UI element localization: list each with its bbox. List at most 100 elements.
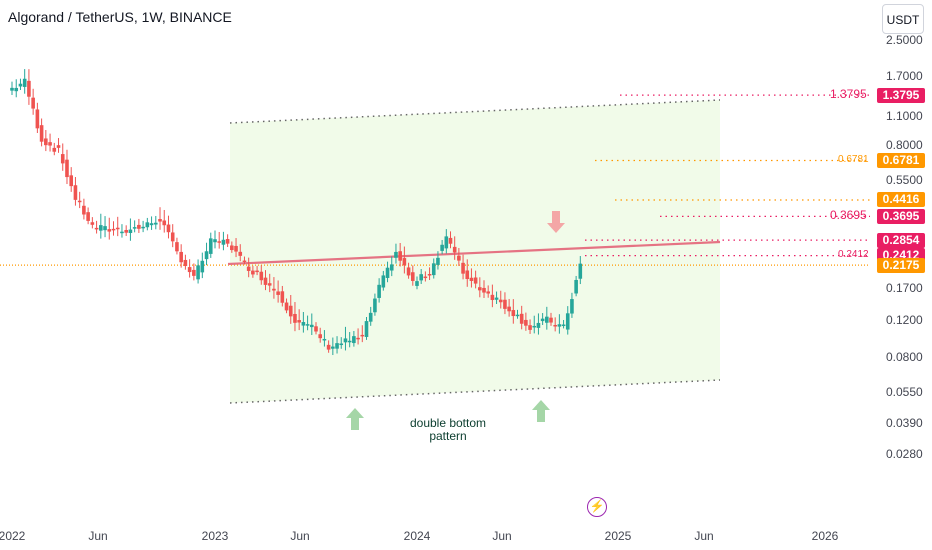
candle xyxy=(99,225,103,231)
candle xyxy=(368,312,373,322)
candle xyxy=(230,245,234,251)
candle xyxy=(448,237,453,244)
annotation-line-2: pattern xyxy=(429,429,467,443)
candle xyxy=(347,340,352,343)
y-axis-tick: 0.0390 xyxy=(886,416,923,431)
candle xyxy=(490,294,495,301)
price-badge: 0.6781 xyxy=(877,153,925,168)
candle xyxy=(153,222,158,225)
candle xyxy=(27,80,31,97)
candle xyxy=(132,227,137,229)
candle xyxy=(293,313,297,323)
candle xyxy=(238,251,243,256)
candle xyxy=(162,220,167,226)
level-label: 0.2412 xyxy=(838,248,869,260)
candle xyxy=(204,251,209,260)
x-axis-tick: 2024 xyxy=(403,529,431,543)
x-axis-tick: Jun xyxy=(88,529,108,543)
candle xyxy=(457,255,461,261)
candle xyxy=(52,147,57,152)
candle xyxy=(478,287,482,291)
candle xyxy=(436,257,440,265)
candle xyxy=(107,229,112,232)
candle xyxy=(473,277,478,284)
candle xyxy=(494,297,499,300)
candle xyxy=(35,109,40,129)
candle xyxy=(234,245,238,252)
candle xyxy=(570,299,574,314)
candle xyxy=(141,226,145,229)
candle xyxy=(343,338,348,343)
candle xyxy=(196,265,200,280)
candle xyxy=(557,324,562,327)
candle xyxy=(208,238,213,254)
candle xyxy=(272,288,276,291)
candle xyxy=(86,212,90,221)
candle xyxy=(217,241,222,243)
candle xyxy=(469,277,474,281)
candle xyxy=(339,343,344,346)
candle xyxy=(137,224,141,229)
candle xyxy=(145,222,150,228)
candle xyxy=(48,142,52,146)
candle xyxy=(183,259,188,267)
currency-button[interactable]: USDT xyxy=(882,4,924,34)
candle xyxy=(267,283,272,286)
candle xyxy=(360,334,365,337)
candle xyxy=(115,227,120,230)
candle xyxy=(519,313,524,324)
price-badge: 0.3695 xyxy=(877,208,925,224)
candle xyxy=(263,277,268,285)
x-axis-tick: Jun xyxy=(694,529,714,543)
candle xyxy=(377,284,381,298)
price-badge: 0.4416 xyxy=(877,192,925,208)
candle xyxy=(419,274,423,281)
candle xyxy=(389,264,394,271)
candle xyxy=(549,317,553,323)
candle xyxy=(331,346,335,349)
candle xyxy=(103,226,107,231)
candle xyxy=(528,325,532,330)
candle xyxy=(213,239,217,243)
candle xyxy=(175,242,179,252)
y-axis-tick: 2.5000 xyxy=(886,33,923,48)
candle xyxy=(322,338,327,341)
candle xyxy=(225,239,230,244)
x-axis-tick: 2026 xyxy=(811,529,839,543)
candle xyxy=(179,251,183,263)
y-axis-tick: 0.8000 xyxy=(886,138,923,153)
y-axis-tick: 0.0800 xyxy=(886,350,923,365)
x-axis-tick: 2022 xyxy=(0,529,26,543)
candle xyxy=(65,159,69,178)
x-axis-tick: 2023 xyxy=(201,529,229,543)
candle xyxy=(242,260,247,263)
y-axis-tick: 0.5500 xyxy=(886,172,923,187)
candle xyxy=(335,343,339,349)
candle xyxy=(427,274,432,276)
candle xyxy=(10,87,14,91)
candle xyxy=(255,270,259,273)
candle xyxy=(251,270,255,275)
x-axis-tick: 2025 xyxy=(604,529,632,543)
x-axis-tick: Jun xyxy=(492,529,512,543)
candle xyxy=(326,344,331,350)
lightning-icon[interactable]: ⚡ xyxy=(587,497,607,517)
candle xyxy=(170,232,175,242)
candle xyxy=(280,291,285,303)
candle xyxy=(111,228,116,231)
candle xyxy=(364,321,369,337)
level-label: 0.6781 xyxy=(838,153,869,165)
candle xyxy=(561,324,566,327)
candle xyxy=(284,302,289,311)
candle xyxy=(565,313,570,330)
candle xyxy=(94,227,99,230)
candle xyxy=(149,223,154,226)
candle xyxy=(452,246,457,253)
candle xyxy=(128,229,133,234)
candle xyxy=(461,262,465,274)
y-axis-tick: 0.1700 xyxy=(886,280,923,295)
up-arrow-icon xyxy=(346,408,364,430)
candle xyxy=(200,260,205,273)
down-arrow-icon xyxy=(547,211,565,233)
